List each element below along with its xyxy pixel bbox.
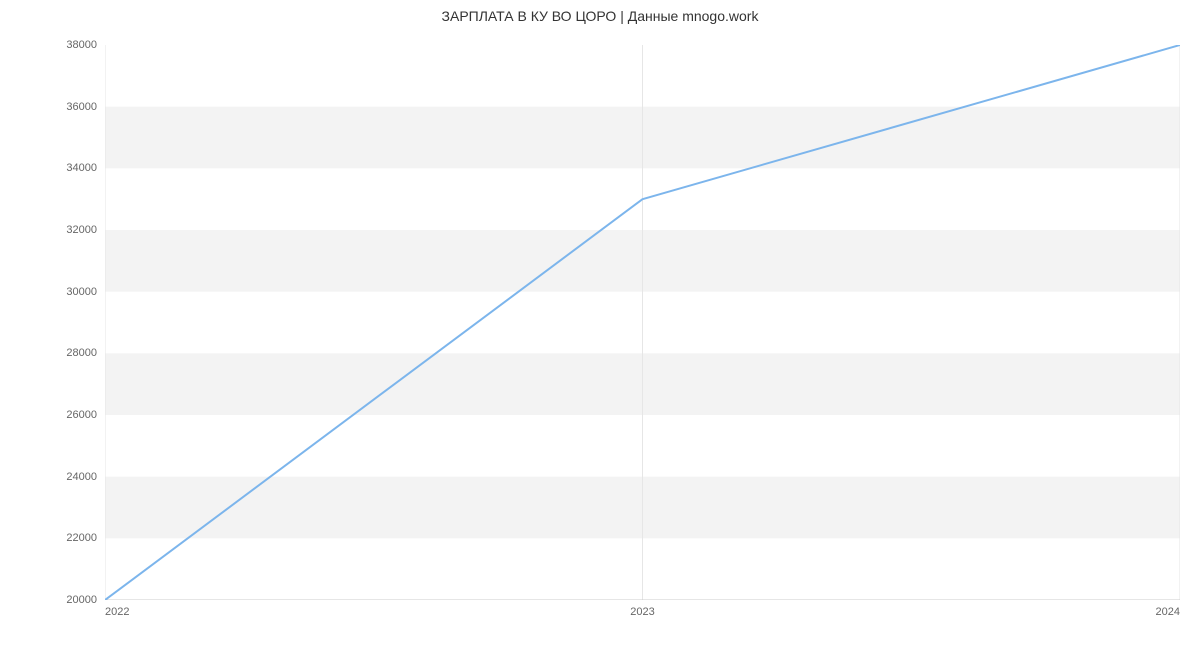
salary-line-chart: ЗАРПЛАТА В КУ ВО ЦОРО | Данные mnogo.wor… xyxy=(0,0,1200,650)
y-tick-label: 30000 xyxy=(66,286,105,298)
y-tick-label: 28000 xyxy=(66,347,105,359)
x-tick-label: 2024 xyxy=(1156,600,1180,618)
y-tick-label: 24000 xyxy=(66,471,105,483)
x-tick-label: 2023 xyxy=(630,600,654,618)
y-tick-label: 32000 xyxy=(66,224,105,236)
chart-svg xyxy=(105,45,1180,600)
y-tick-label: 36000 xyxy=(66,101,105,113)
chart-title: ЗАРПЛАТА В КУ ВО ЦОРО | Данные mnogo.wor… xyxy=(0,8,1200,24)
plot-area: 2000022000240002600028000300003200034000… xyxy=(105,45,1180,600)
y-tick-label: 20000 xyxy=(66,594,105,606)
y-tick-label: 34000 xyxy=(66,162,105,174)
x-tick-label: 2022 xyxy=(105,600,129,618)
y-tick-label: 22000 xyxy=(66,532,105,544)
y-tick-label: 26000 xyxy=(66,409,105,421)
y-tick-label: 38000 xyxy=(66,39,105,51)
